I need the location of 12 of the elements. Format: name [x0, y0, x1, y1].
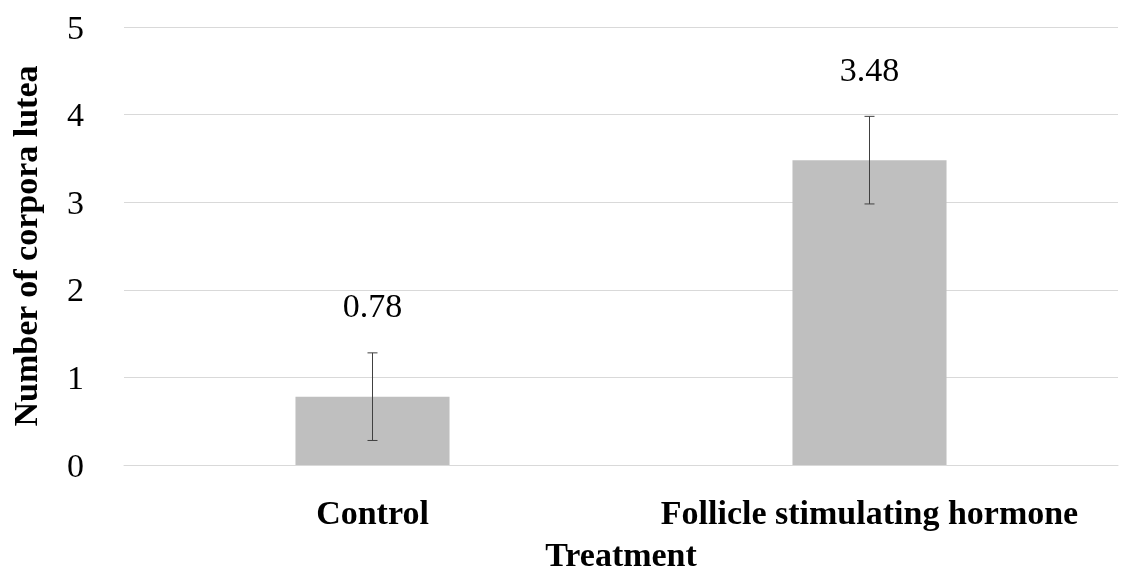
y-tick-label: 3	[67, 183, 84, 221]
data-label: 3.48	[839, 50, 900, 88]
y-tick-label: 1	[67, 358, 84, 396]
data-label: 0.78	[342, 287, 403, 325]
y-tick-label: 4	[67, 96, 84, 134]
y-tick-label: 5	[67, 8, 84, 46]
y-tick-label: 2	[67, 271, 84, 309]
y-axis-title: Number of corpora lutea	[6, 65, 44, 427]
y-tick-label: 0	[67, 446, 84, 484]
x-axis-title: Treatment	[545, 535, 698, 573]
x-tick-label: Control	[316, 493, 429, 531]
x-tick-label: Follicle stimulating hormone	[660, 493, 1079, 531]
